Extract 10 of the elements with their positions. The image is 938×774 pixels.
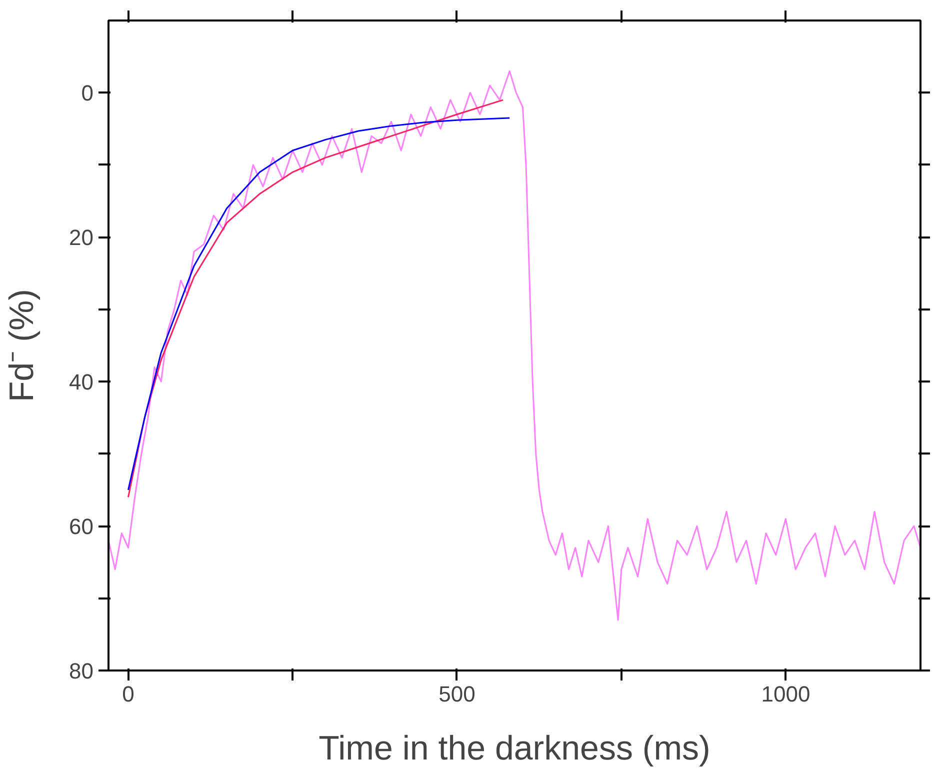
x-tick-label: 0: [122, 682, 134, 706]
y-tick-label: 40: [69, 370, 94, 395]
y-tick-label: 0: [81, 80, 94, 106]
y-tick-label: 20: [69, 225, 94, 250]
y-tick-label: 80: [69, 658, 94, 684]
x-tick-label: 500: [438, 682, 476, 706]
y-axis-title: Fd⁻ (%): [3, 289, 42, 402]
x-tick-label: 1000: [761, 682, 810, 706]
x-axis-title: Time in the darkness (ms): [318, 730, 710, 768]
y-tick-label: 60: [69, 514, 94, 540]
